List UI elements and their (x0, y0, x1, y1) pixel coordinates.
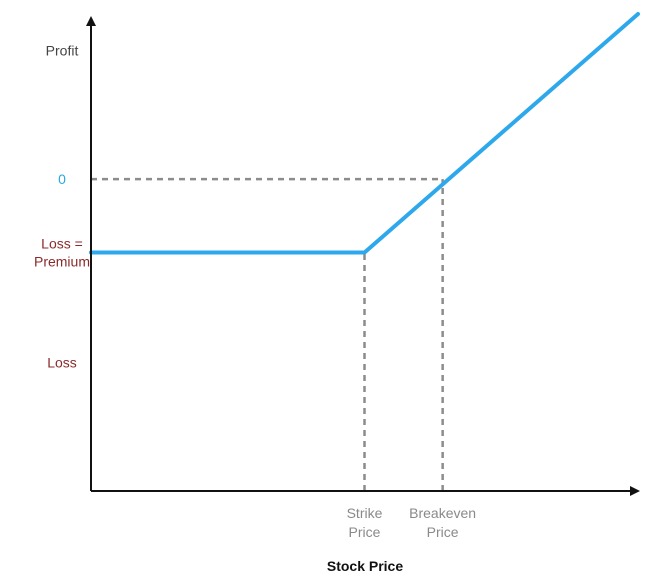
y-tick-label-3: Loss (47, 355, 77, 371)
x-tick-label-0: Strike Price (347, 505, 383, 540)
y-tick-label-2: Loss = Premium (34, 236, 90, 270)
payoff-line-series-0 (89, 12, 640, 255)
x-axis-label: Stock Price (327, 558, 403, 574)
x-tick-label-1: Breakeven Price (409, 505, 476, 540)
y-tick-label-0: Profit (46, 43, 79, 59)
y-tick-label-1: 0 (58, 171, 66, 187)
